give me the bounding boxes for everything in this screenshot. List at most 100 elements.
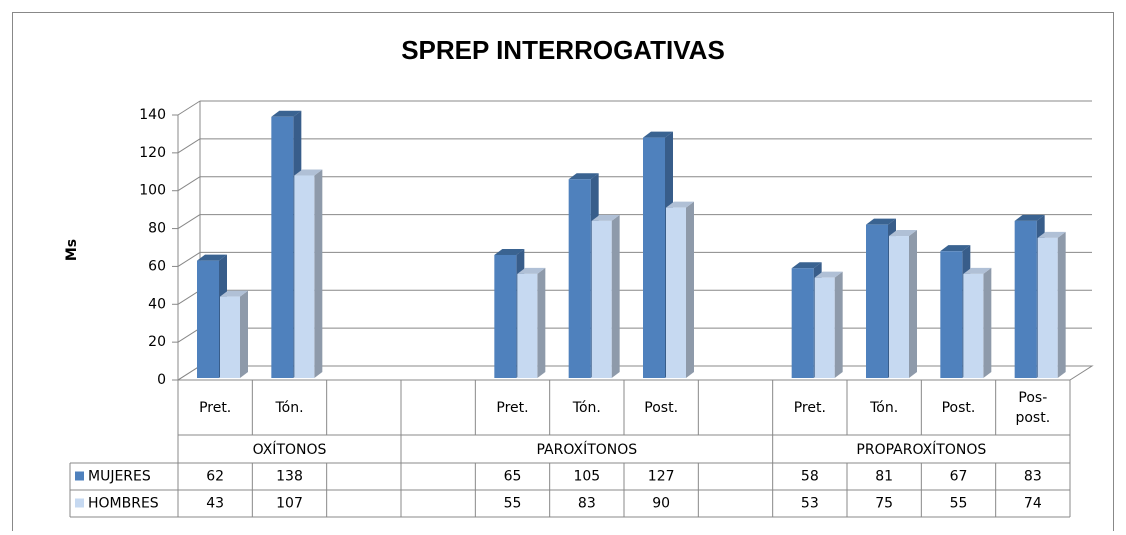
x-tick-label-box: Pret. — [793, 400, 826, 416]
chart-title: SPREP INTERROGATIVAS — [401, 35, 725, 65]
bar-side — [1057, 231, 1066, 378]
grid-line — [177, 138, 201, 154]
grid-line — [177, 100, 201, 116]
table-value: 58 — [801, 469, 819, 485]
x-tick-label-box: Post. — [644, 400, 679, 416]
bar-front — [517, 273, 538, 378]
x-tick-label: Pret. — [496, 400, 529, 416]
x-tick-label-box: Pret. — [496, 400, 529, 416]
bar-front — [271, 116, 294, 379]
bar-top — [791, 262, 822, 269]
table-value: 105 — [573, 469, 600, 485]
table-value: 67 — [950, 469, 968, 485]
bar-top — [643, 131, 673, 138]
grid-line — [177, 365, 201, 381]
group-label: PROPAROXÍTONOS — [856, 441, 986, 458]
x-tick-label: Post. — [941, 400, 976, 416]
bar-top — [294, 169, 323, 176]
y-tick-label: 140 — [139, 107, 166, 123]
chart-border — [12, 12, 1114, 535]
table-value: 55 — [504, 496, 522, 512]
bar — [1037, 231, 1066, 378]
grid-line — [177, 176, 201, 192]
table-value: 83 — [578, 496, 596, 512]
bar-top — [568, 173, 599, 180]
table-value: 127 — [648, 469, 675, 485]
bar-side — [834, 271, 843, 378]
table-value: 90 — [652, 496, 670, 512]
bar-side — [686, 201, 694, 378]
bar — [517, 267, 546, 378]
group-label: PAROXÍTONOS — [537, 441, 638, 458]
y-tick-label: 120 — [139, 145, 166, 161]
table-value: 83 — [1024, 469, 1042, 485]
table-value: 62 — [206, 469, 224, 485]
x-tick-label: Tón. — [275, 400, 304, 416]
bar-top — [940, 245, 971, 252]
table-value: 55 — [950, 496, 968, 512]
bar-front — [866, 224, 888, 378]
x-tick-label-box: Tón. — [870, 400, 899, 416]
bar-side — [611, 214, 620, 378]
bar-side — [314, 169, 323, 378]
y-tick-label: 60 — [148, 258, 166, 274]
x-tick-label-box: Pret. — [199, 400, 232, 416]
bar-front — [568, 179, 591, 378]
table-value: 74 — [1024, 496, 1042, 512]
table-value: 65 — [504, 469, 522, 485]
grid-line — [177, 214, 201, 229]
bar-top — [220, 290, 248, 297]
bar-top — [517, 267, 546, 274]
table-value: 81 — [875, 469, 893, 485]
bar — [889, 230, 917, 378]
bar-top — [814, 271, 843, 278]
y-axis-label: Ms — [64, 239, 80, 261]
bar-front — [940, 251, 963, 378]
bar — [963, 267, 992, 378]
bar-side — [240, 290, 248, 378]
legend-label: HOMBRES — [88, 496, 159, 512]
bar-front — [220, 296, 240, 378]
grid-line — [177, 252, 201, 267]
bar-top — [1037, 231, 1066, 238]
bar-front — [963, 273, 984, 378]
table-value: 107 — [276, 496, 303, 512]
bar-top — [889, 230, 917, 237]
bar-side — [983, 267, 992, 378]
x-tick-label: Post. — [644, 400, 679, 416]
bar — [666, 201, 694, 378]
bar-side — [537, 267, 546, 378]
table-value: 75 — [875, 496, 893, 512]
legend-swatch — [75, 471, 84, 481]
grid-line — [177, 327, 201, 343]
y-tick-label: 100 — [139, 183, 166, 199]
legend-label: MUJERES — [88, 469, 151, 485]
x-tick-label: Tón. — [572, 400, 601, 416]
x-tick-label: Pret. — [199, 400, 232, 416]
bar-top — [494, 248, 525, 255]
bar-top — [866, 218, 896, 225]
bar-top — [963, 267, 992, 274]
table-value: 43 — [206, 496, 224, 512]
y-tick-label: 20 — [148, 334, 166, 350]
x-tick-label-box: Tón. — [572, 400, 601, 416]
x-tick-label: Tón. — [870, 400, 899, 416]
y-tick-label: 80 — [148, 221, 166, 237]
x-tick-label-box: Pos- post. — [1015, 390, 1050, 426]
group-label: OXÍTONOS — [253, 441, 327, 458]
bar — [814, 271, 843, 378]
grid-line — [177, 289, 201, 305]
bar-front — [197, 260, 219, 378]
table-value: 53 — [801, 496, 819, 512]
y-tick-label: 0 — [157, 372, 166, 388]
bar-top — [271, 110, 302, 117]
bar-top — [591, 214, 620, 221]
bar-front — [494, 254, 517, 378]
bar-front — [666, 207, 686, 378]
bar — [294, 169, 323, 378]
bar-front — [294, 175, 315, 378]
x-tick-label: Pret. — [793, 400, 826, 416]
bar — [220, 290, 248, 378]
